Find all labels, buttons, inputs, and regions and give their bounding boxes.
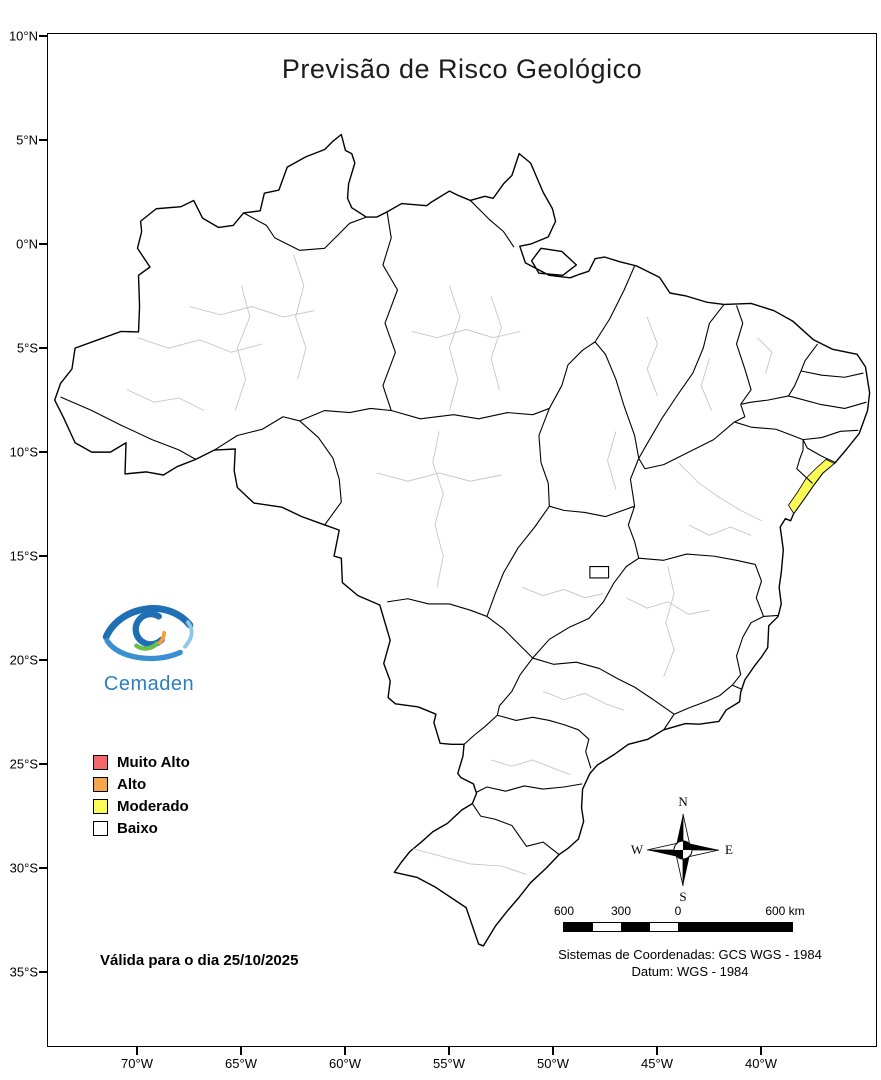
legend-label: Baixo — [117, 819, 158, 837]
map-frame — [47, 33, 877, 1047]
lon-tick-label: 65°W — [225, 1056, 257, 1071]
lat-tick-label: 30°S — [9, 860, 38, 876]
lon-tick-label: 45°W — [641, 1056, 673, 1071]
scale-segment — [649, 923, 678, 931]
compass-north-label: N — [678, 794, 688, 809]
lat-tick-label: 20°S — [9, 652, 38, 668]
compass-east-label: E — [725, 842, 733, 857]
lat-tick-mark — [39, 243, 47, 245]
legend-item-muito-alto: Muito Alto — [93, 751, 190, 773]
scale-bar-strip — [563, 922, 793, 932]
legend-label: Moderado — [117, 797, 189, 815]
legend-item-moderado: Moderado — [93, 795, 190, 817]
legend-item-baixo: Baixo — [93, 817, 190, 839]
brazil-map — [47, 33, 877, 1047]
lat-tick-mark — [39, 971, 47, 973]
legend-label: Alto — [117, 775, 147, 793]
lon-tick-label: 50°W — [537, 1056, 569, 1071]
lon-tick-mark — [136, 1047, 138, 1055]
scale-label: 300 — [610, 904, 632, 918]
legend-label: Muito Alto — [117, 753, 190, 771]
lat-tick-mark — [39, 347, 47, 349]
lon-tick-mark — [448, 1047, 450, 1055]
coordinate-system-line2: Datum: WGS - 1984 — [631, 964, 749, 979]
lon-tick-mark — [344, 1047, 346, 1055]
lat-tick-mark — [39, 867, 47, 869]
lon-tick-mark — [760, 1047, 762, 1055]
moderate-risk-highlight — [789, 459, 835, 513]
scale-label: 600 km — [765, 904, 805, 918]
lat-tick-mark — [39, 659, 47, 661]
scale-segment — [592, 923, 621, 931]
lon-tick-mark — [552, 1047, 554, 1055]
validity-note: Válida para o dia 25/10/2025 — [100, 952, 299, 969]
lon-tick-mark — [656, 1047, 658, 1055]
compass-west-label: W — [631, 842, 644, 857]
lon-tick-label: 60°W — [329, 1056, 361, 1071]
lat-tick-mark — [39, 555, 47, 557]
scale-label: 600 — [553, 904, 575, 918]
legend-swatch-muito-alto — [93, 754, 108, 770]
cemaden-logo-text: Cemaden — [103, 673, 195, 695]
lat-tick-label: 5°N — [16, 132, 38, 148]
legend-item-alto: Alto — [93, 773, 190, 795]
compass-rose-icon: N S E W — [631, 794, 733, 904]
cemaden-eye-icon — [102, 605, 194, 662]
lat-tick-label: 25°S — [9, 756, 38, 772]
lat-tick-mark — [39, 763, 47, 765]
lon-tick-mark — [240, 1047, 242, 1055]
risk-legend: Muito Alto Alto Moderado Baixo — [93, 751, 190, 839]
legend-swatch-moderado — [93, 798, 108, 814]
lat-tick-mark — [39, 139, 47, 141]
lat-tick-mark — [39, 35, 47, 37]
lat-tick-label: 15°S — [9, 548, 38, 564]
brazil-outline — [55, 135, 870, 946]
legend-swatch-alto — [93, 776, 108, 792]
state-boundaries — [61, 200, 867, 854]
scale-label: 0 — [674, 904, 682, 918]
lat-tick-mark — [39, 451, 47, 453]
scale-bar: 600 300 0 600 km — [554, 904, 805, 932]
lon-tick-label: 40°W — [745, 1056, 777, 1071]
compass-south-label: S — [679, 889, 686, 904]
scale-segment — [621, 923, 650, 931]
scale-segment — [564, 923, 593, 931]
scale-segment — [678, 923, 792, 931]
lat-tick-label: 0°N — [16, 236, 38, 252]
lat-tick-label: 5°S — [16, 340, 38, 356]
lat-tick-label: 35°S — [9, 964, 38, 980]
page-title: Previsão de Risco Geológico — [281, 54, 643, 84]
coordinate-system-line1: Sistemas de Coordenadas: GCS WGS - 1984 — [558, 947, 822, 962]
lat-tick-label: 10°N — [8, 28, 38, 44]
coordinate-system-note: Sistemas de Coordenadas: GCS WGS - 1984 … — [545, 946, 835, 980]
lon-tick-label: 55°W — [433, 1056, 465, 1071]
scale-bar-labels: 600 300 0 600 km — [554, 904, 805, 918]
subregion-boundaries — [127, 255, 772, 875]
lat-tick-label: 10°S — [9, 444, 38, 460]
legend-swatch-baixo — [93, 820, 108, 836]
lon-tick-label: 70°W — [121, 1056, 153, 1071]
cemaden-logo: Cemaden — [88, 594, 210, 696]
